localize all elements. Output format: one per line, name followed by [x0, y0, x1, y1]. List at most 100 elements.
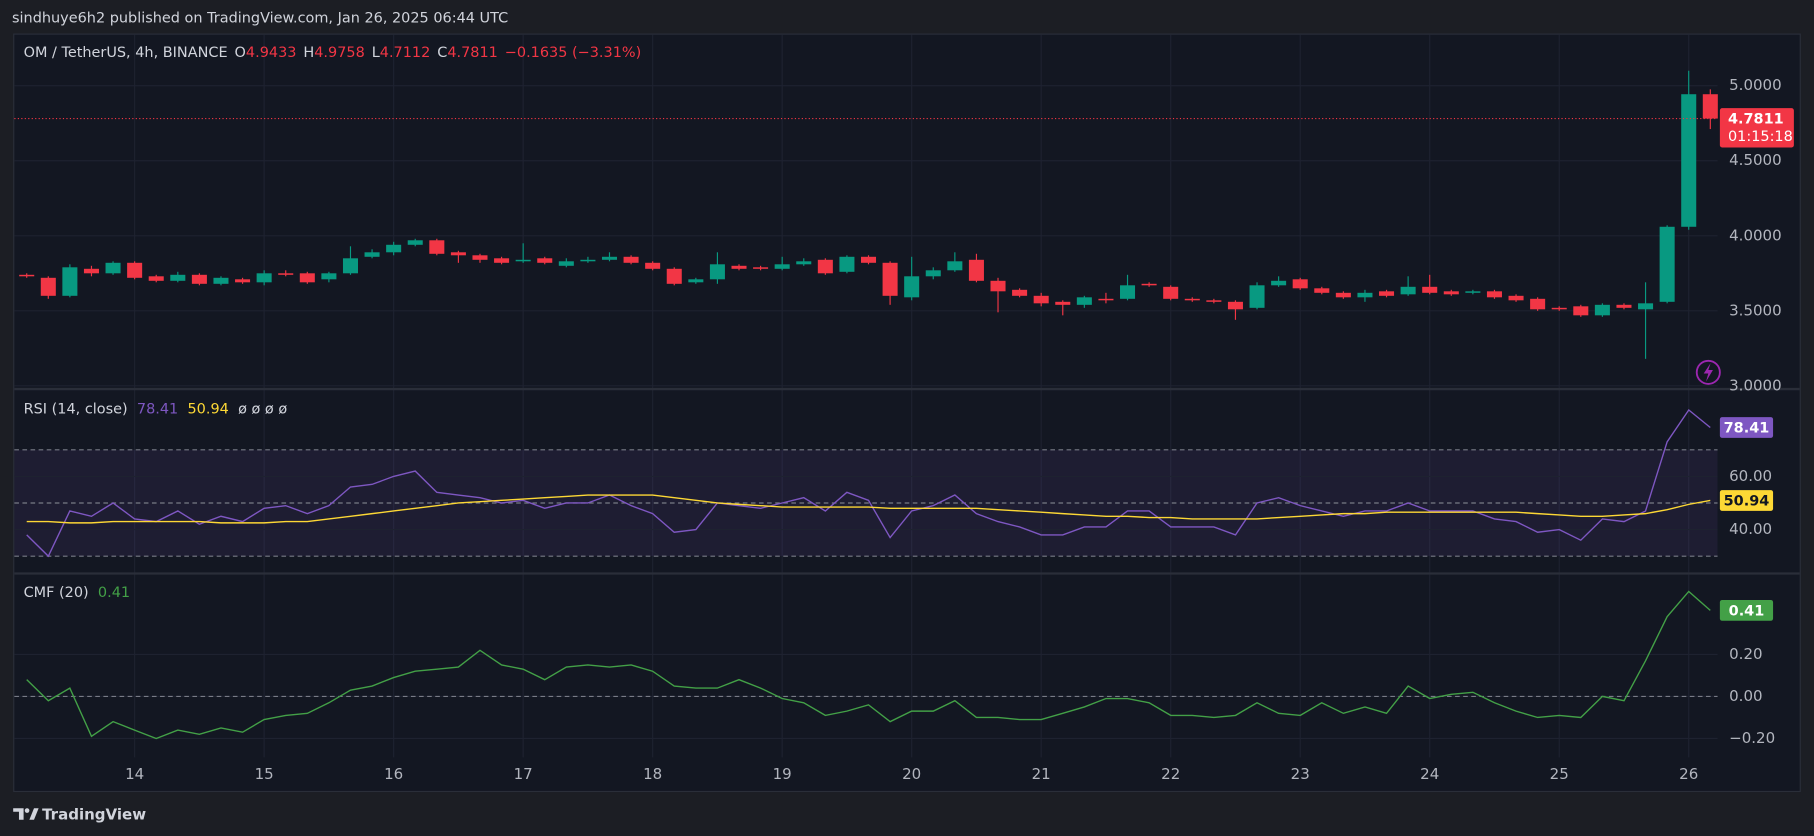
candle-body: [558, 261, 574, 266]
candle-body: [1076, 297, 1092, 305]
y-tick-label: 4.5000: [1729, 151, 1782, 169]
candle-body: [882, 262, 898, 296]
candle-body: [83, 268, 99, 274]
candle-body: [904, 276, 920, 298]
candle-body: [1098, 298, 1114, 301]
x-tick-label: 26: [1679, 765, 1698, 783]
candle-body: [1335, 292, 1351, 298]
legend-item: H: [303, 45, 314, 61]
bolt-icon: [1695, 359, 1721, 385]
candle-body: [1379, 291, 1395, 296]
candle-body: [1573, 306, 1589, 316]
legend-item: 4.9433: [246, 45, 297, 61]
candle-body: [709, 264, 725, 280]
x-tick-label: 15: [255, 765, 274, 783]
candle-body: [62, 267, 78, 296]
candle-body: [645, 262, 661, 269]
candle-body: [774, 264, 790, 269]
x-tick-label: 21: [1032, 765, 1051, 783]
candle-body: [213, 277, 229, 284]
last-value-label: 78.41: [1724, 421, 1770, 437]
x-tick-label: 24: [1420, 765, 1439, 783]
candle-body: [19, 274, 35, 277]
indicator-line: [26, 409, 1711, 558]
candle-body: [1594, 304, 1610, 316]
candle-body: [1249, 285, 1265, 308]
legend-item: ø ø ø ø: [238, 401, 287, 417]
candle-body: [148, 276, 164, 281]
candle-body: [731, 265, 747, 269]
candle-body: [1055, 301, 1071, 305]
y-tick-label: 3.5000: [1729, 301, 1782, 319]
candle-body: [990, 280, 1006, 292]
candle-body: [817, 259, 833, 274]
y-tick-label: 3.0000: [1729, 376, 1782, 394]
candle-body: [1681, 94, 1697, 227]
candle-body: [1012, 289, 1028, 296]
legend-item: RSI (14, close): [24, 401, 128, 417]
candle-body: [1033, 295, 1049, 304]
legend-item: L: [372, 45, 380, 61]
indicator-line: [26, 494, 1711, 524]
publisher-line: sindhuye6h2 published on TradingView.com…: [12, 11, 508, 27]
legend-item: C: [437, 45, 447, 61]
candle-body: [1465, 291, 1481, 293]
candle-body: [1163, 286, 1179, 299]
indicator-line: [26, 590, 1711, 740]
candle-body: [321, 273, 337, 280]
candle-body: [494, 258, 510, 263]
y-tick-label: 0.00: [1729, 687, 1762, 705]
candle-body: [1184, 298, 1200, 301]
candle-body: [1120, 285, 1136, 299]
last-value-box: [1719, 599, 1774, 621]
candle-body: [1314, 288, 1330, 293]
candle-body: [860, 256, 877, 263]
candle-body: [580, 259, 596, 262]
candle-body: [601, 256, 618, 260]
x-tick-label: 19: [773, 765, 792, 783]
candle-body: [753, 267, 769, 269]
candle-body: [1357, 292, 1373, 298]
legend-item: −0.1635 (−3.31%): [505, 45, 641, 61]
legend-item: 78.41: [137, 401, 178, 417]
x-tick-label: 20: [902, 765, 921, 783]
candle-body: [105, 262, 121, 274]
x-tick-label: 17: [514, 765, 533, 783]
candle-body: [407, 240, 423, 245]
candle-body: [127, 262, 143, 278]
candle-body: [1206, 300, 1222, 302]
last-value-box: [1719, 417, 1774, 438]
x-tick-label: 16: [384, 765, 403, 783]
y-tick-label: 5.0000: [1729, 76, 1782, 94]
pane-legend: RSI (14, close) 78.41 50.94 ø ø ø ø: [24, 401, 288, 417]
x-tick-label: 18: [643, 765, 662, 783]
plot-layer: 14 15 16 17 18 19 20 21 22 23 24 25 26 5.0000 4.5000 4.…: [14, 34, 1800, 783]
candle-body: [429, 240, 445, 254]
candle-body: [299, 273, 315, 283]
candle-body: [1271, 280, 1287, 286]
price-box: [1719, 108, 1794, 148]
y-tick-label: −0.20: [1729, 729, 1775, 747]
last-value-label: 50.94: [1724, 494, 1770, 510]
candle-body: [386, 244, 402, 253]
candle-body: [537, 258, 553, 263]
candle-body: [450, 252, 466, 256]
candle-body: [623, 256, 639, 263]
pane-legend: OM / TetherUS, 4h, BINANCE O4.9433 H4.9758…: [24, 45, 642, 61]
legend-item: OM / TetherUS, 4h, BINANCE: [24, 45, 228, 61]
brand: TradingView: [42, 806, 146, 824]
candle-body: [688, 279, 704, 283]
candle-body: [364, 252, 380, 257]
candle-body: [256, 273, 272, 283]
candle-body: [1486, 291, 1502, 298]
legend-item: 4.9758: [314, 45, 365, 61]
candle-body: [342, 258, 358, 274]
candle-body: [1638, 303, 1654, 310]
x-tick-label: 14: [125, 765, 144, 783]
legend-item: O: [235, 45, 246, 61]
candle-body: [1702, 94, 1718, 119]
pane-legend: CMF (20) 0.41: [24, 585, 130, 601]
candle-body: [1616, 304, 1632, 308]
candle-body: [1227, 301, 1243, 310]
